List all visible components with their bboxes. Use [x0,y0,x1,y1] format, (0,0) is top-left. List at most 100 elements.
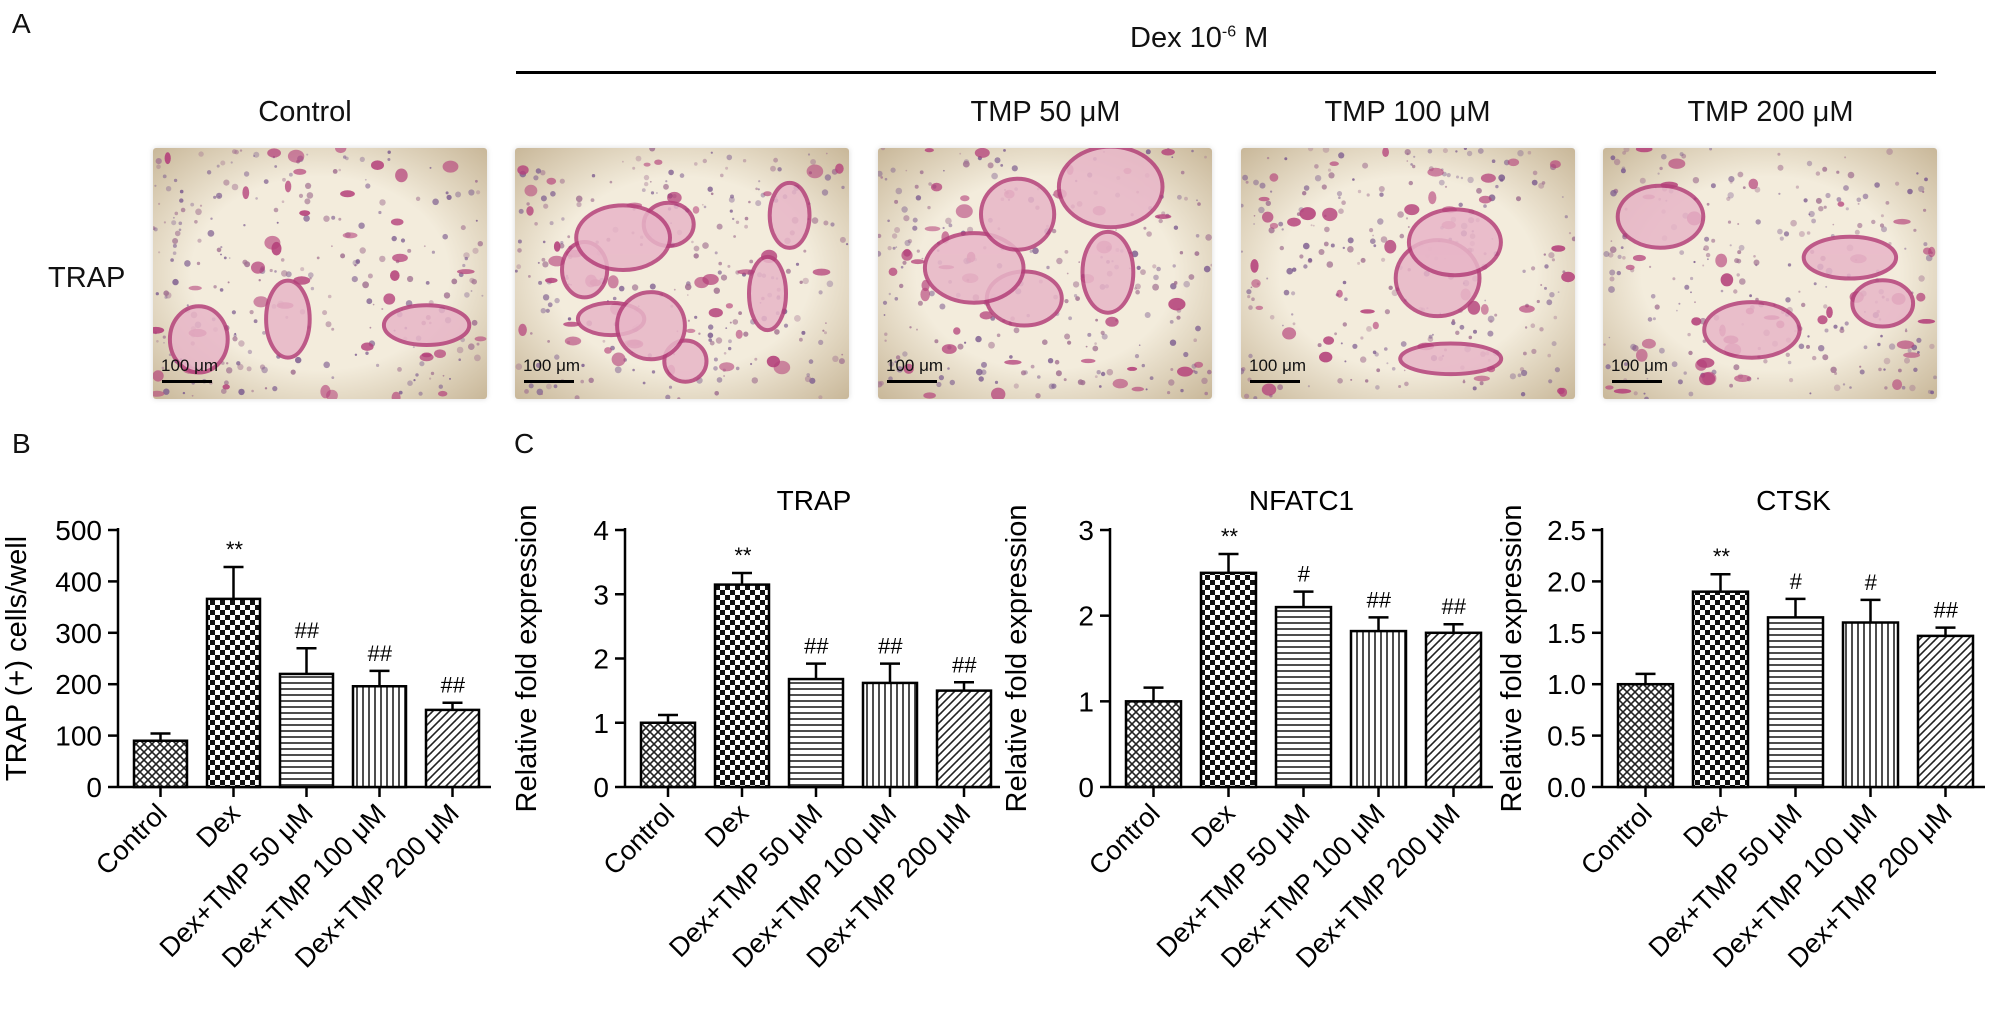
stain-speck [1571,236,1575,242]
stain-speck [1253,223,1255,225]
stain-speck [1174,280,1178,285]
micrograph-tmp50-image [878,148,1212,399]
stain-speck [1307,385,1310,388]
stain-speck [631,284,639,291]
stain-speck [677,397,681,399]
stain-speck [276,221,279,224]
stain-speck [1833,384,1841,392]
stain-speck [1398,385,1402,388]
stain-speck [799,280,803,284]
stain-speck [1859,369,1865,375]
stain-speck [1742,186,1746,189]
stain-speck [236,361,241,366]
stain-speck [387,158,391,161]
stain-speck [1884,386,1888,390]
stain-speck [880,148,886,151]
stain-speck [281,200,285,203]
stain-cell [1558,387,1568,397]
stain-speck [379,199,386,206]
stain-speck [354,353,358,356]
bar-5 [935,689,993,789]
stain-speck [1863,345,1868,350]
stain-speck [1156,266,1161,272]
chart-title: TRAP [777,485,852,516]
stain-speck [1303,185,1310,191]
stain-speck [1337,378,1343,384]
stain-speck [1037,375,1041,379]
stain-speck [1009,355,1013,359]
stain-speck [1380,236,1388,243]
stain-speck [794,315,801,322]
stain-speck [978,376,984,382]
stain-speck [1500,178,1504,182]
stain-cell [888,267,898,276]
stain-speck [407,275,414,283]
stain-speck [1778,192,1781,195]
stain-speck [1292,267,1297,272]
stain-cell [1893,218,1911,225]
stain-cell [392,253,408,263]
stain-speck [1373,244,1377,248]
stain-cell [553,241,561,252]
stain-speck [1412,164,1416,169]
stain-speck [1933,375,1937,380]
stain-speck [1134,287,1137,290]
stain-speck [1253,396,1258,399]
stain-speck [210,217,213,220]
stain-speck [355,259,361,264]
scale-bar-control [162,380,212,383]
stain-speck [665,394,671,399]
stain-speck [1366,193,1370,197]
stain-speck [1259,182,1266,189]
stain-speck [1000,164,1004,167]
stain-speck [432,198,439,206]
stain-speck [684,283,692,291]
stain-speck [825,152,828,155]
stain-speck [1613,158,1621,166]
stain-cell [361,342,374,351]
y-tick-label: 4 [593,515,609,546]
stain-cell [442,160,459,173]
stain-speck [580,379,584,384]
stain-speck [1729,180,1733,184]
stain-speck [1659,347,1665,354]
x-tick-label-1: Control [597,798,680,881]
stain-speck [1299,254,1304,259]
stain-speck [622,160,624,163]
stain-speck [1813,282,1817,286]
stain-speck [1318,249,1325,255]
stain-speck [1075,296,1080,301]
stain-speck [1477,148,1484,154]
stain-speck [714,251,718,255]
stain-cell [1668,158,1686,169]
stain-speck [418,391,423,396]
stain-speck [1283,289,1290,296]
stain-speck [1516,196,1521,202]
y-tick-label: 2 [1078,601,1094,632]
stain-speck [1483,204,1487,208]
stain-speck [367,273,373,279]
stain-speck [365,183,371,189]
stain-speck [839,236,846,243]
stain-speck [1605,364,1611,370]
stain-speck [1100,371,1106,377]
bar-4 [861,681,919,789]
stain-cell [920,287,930,302]
stain-speck [1738,244,1745,251]
scale-bar-label-tmp50: 100 μm [886,356,944,375]
stain-speck [590,198,595,202]
stain-speck [691,240,694,244]
bar-3 [1274,605,1333,789]
stain-speck [515,363,523,370]
stain-speck [728,196,735,203]
stain-speck [1136,265,1141,270]
osteoclast-cell [1406,207,1503,278]
bar-3 [278,672,335,789]
y-axis-label: Relative fold expression [1496,505,1528,813]
significance-label-5: ## [952,652,977,677]
stain-speck [1321,184,1327,190]
stain-speck [732,217,735,221]
stain-speck [1690,291,1692,294]
stain-speck [720,274,728,281]
stain-speck [561,217,565,221]
